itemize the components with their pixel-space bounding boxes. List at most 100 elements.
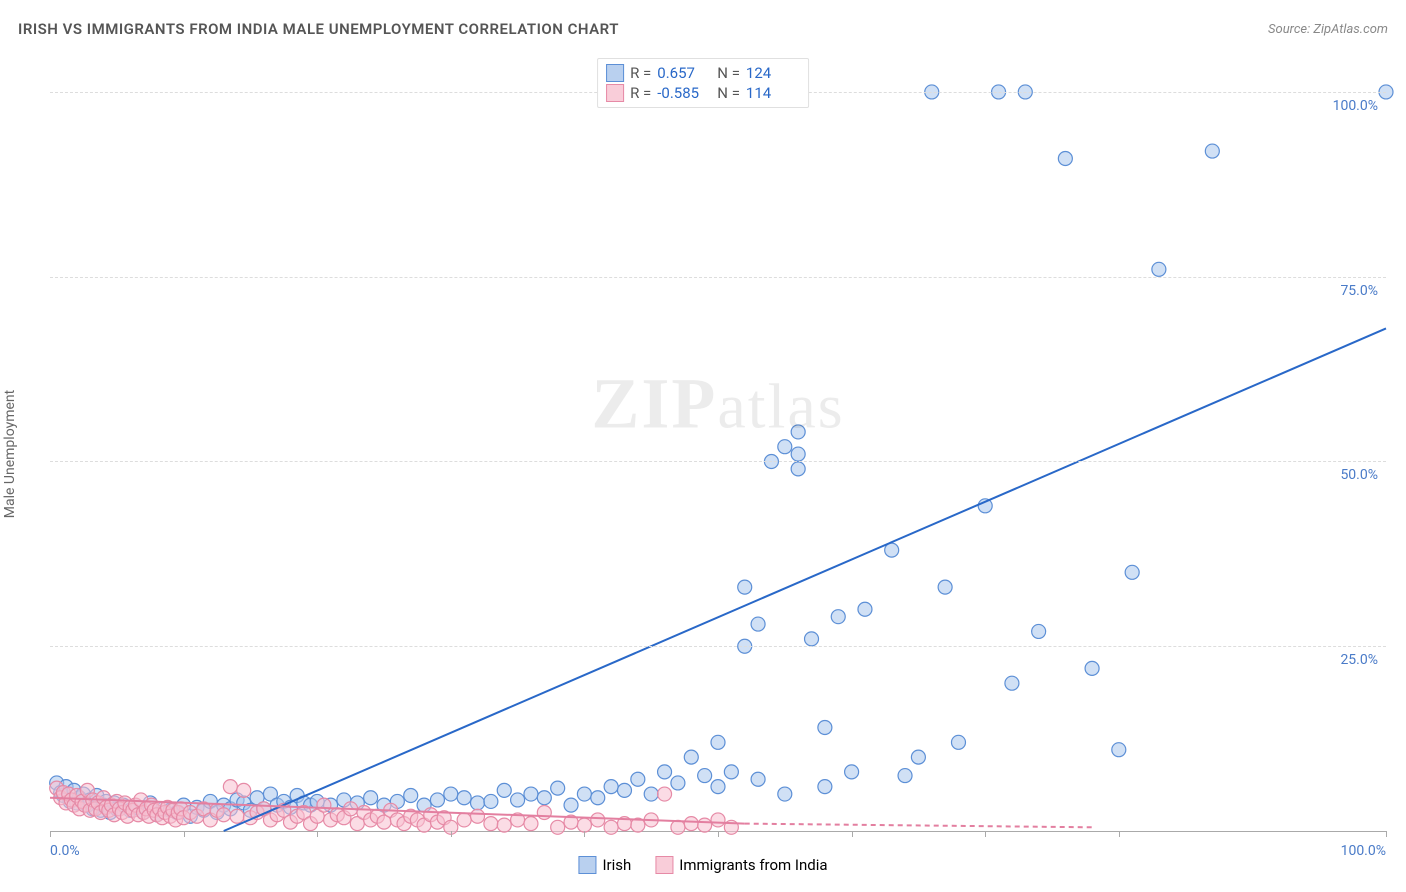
r-label: R = <box>630 64 651 82</box>
data-point <box>524 787 538 801</box>
data-point <box>671 776 685 790</box>
scatter-plot-svg <box>50 55 1386 831</box>
plot-area: ZIPatlas 25.0%50.0%75.0%100.0%0.0%100.0% <box>50 55 1386 832</box>
data-point <box>537 806 551 820</box>
data-point <box>778 440 792 454</box>
data-point <box>938 580 952 594</box>
chart-container: IRISH VS IMMIGRANTS FROM INDIA MALE UNEM… <box>0 0 1406 892</box>
legend-swatch <box>655 856 673 874</box>
data-point <box>818 780 832 794</box>
data-point <box>511 793 525 807</box>
x-tick <box>317 831 318 837</box>
chart-title: IRISH VS IMMIGRANTS FROM INDIA MALE UNEM… <box>18 20 619 38</box>
n-value: 124 <box>746 64 800 82</box>
n-label: N = <box>717 84 740 102</box>
data-point <box>751 617 765 631</box>
data-point <box>898 769 912 783</box>
data-point <box>738 580 752 594</box>
data-point <box>1058 151 1072 165</box>
data-point <box>818 721 832 735</box>
series-legend: Irish Immigrants from India <box>578 856 827 874</box>
gridline <box>50 461 1386 462</box>
data-point <box>484 794 498 808</box>
data-point <box>430 793 444 807</box>
data-point <box>364 791 378 805</box>
data-point <box>577 787 591 801</box>
data-point <box>497 818 511 832</box>
data-point <box>564 798 578 812</box>
data-point <box>617 783 631 797</box>
gridline <box>50 646 1386 647</box>
data-point <box>537 791 551 805</box>
data-point <box>644 787 658 801</box>
data-point <box>724 765 738 779</box>
data-point <box>317 798 331 812</box>
gridline <box>50 277 1386 278</box>
data-point <box>831 610 845 624</box>
data-point <box>791 462 805 476</box>
data-point <box>791 447 805 461</box>
data-point <box>404 789 418 803</box>
data-point <box>711 813 725 827</box>
r-label: R = <box>630 84 651 102</box>
data-point <box>684 750 698 764</box>
data-point <box>1205 144 1219 158</box>
r-value: 0.657 <box>657 64 711 82</box>
y-axis-label: Male Unemployment <box>2 390 18 518</box>
data-point <box>698 818 712 832</box>
data-point <box>444 787 458 801</box>
regression-line-tail <box>745 824 1092 828</box>
data-point <box>577 818 591 832</box>
n-value: 114 <box>746 84 800 102</box>
data-point <box>551 781 565 795</box>
data-point <box>591 791 605 805</box>
x-tick <box>451 831 452 837</box>
x-tick <box>584 831 585 837</box>
data-point <box>911 750 925 764</box>
data-point <box>791 425 805 439</box>
data-point <box>951 735 965 749</box>
data-point <box>1032 624 1046 638</box>
data-point <box>237 783 251 797</box>
y-tick-label: 100.0% <box>1333 98 1378 114</box>
data-point <box>858 602 872 616</box>
data-point <box>805 632 819 646</box>
legend-item: Immigrants from India <box>655 856 827 874</box>
data-point <box>217 808 231 822</box>
data-point <box>1152 262 1166 276</box>
data-point <box>711 735 725 749</box>
x-tick <box>184 831 185 837</box>
data-point <box>471 796 485 810</box>
y-tick-label: 75.0% <box>1340 283 1378 299</box>
data-point <box>684 817 698 831</box>
data-point <box>457 791 471 805</box>
stats-legend: R =0.657N =124R =-0.585N =114 <box>597 58 809 108</box>
data-point <box>604 780 618 794</box>
data-point <box>751 772 765 786</box>
legend-swatch <box>578 856 596 874</box>
data-point <box>223 780 237 794</box>
x-tick <box>718 831 719 837</box>
legend-label: Irish <box>602 856 631 874</box>
x-tick <box>50 831 51 837</box>
data-point <box>631 772 645 786</box>
data-point <box>604 820 618 834</box>
data-point <box>484 817 498 831</box>
data-point <box>471 809 485 823</box>
data-point <box>230 809 244 823</box>
r-value: -0.585 <box>657 84 711 102</box>
data-point <box>658 787 672 801</box>
legend-label: Immigrants from India <box>679 856 827 874</box>
data-point <box>1125 565 1139 579</box>
x-tick <box>985 831 986 837</box>
x-tick <box>852 831 853 837</box>
stats-row: R =0.657N =124 <box>606 63 800 83</box>
data-point <box>658 765 672 779</box>
title-bar: IRISH VS IMMIGRANTS FROM INDIA MALE UNEM… <box>18 20 1388 38</box>
data-point <box>711 780 725 794</box>
data-point <box>1112 743 1126 757</box>
data-point <box>845 765 859 779</box>
data-point <box>551 820 565 834</box>
x-tick-label: 0.0% <box>50 843 80 859</box>
legend-item: Irish <box>578 856 631 874</box>
